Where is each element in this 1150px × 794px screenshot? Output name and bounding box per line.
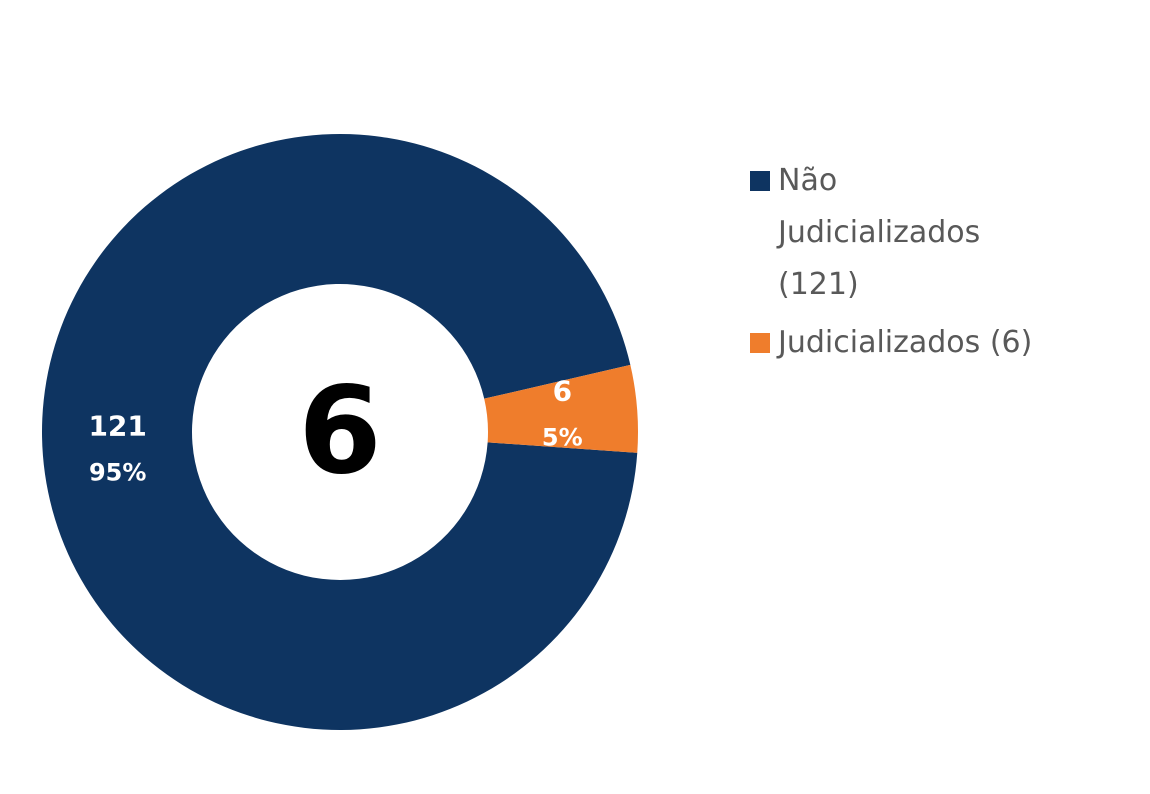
center-label: 6 [298, 363, 382, 502]
value-label: 6 [553, 374, 572, 407]
legend-swatch [750, 171, 770, 191]
donut-slice [484, 364, 638, 453]
legend-item: Judicializados (6) [750, 317, 1050, 369]
percent-label: 5% [542, 423, 583, 451]
percent-label: 95% [89, 459, 146, 487]
value-label: 121 [88, 410, 146, 443]
legend-text: Judicializados (6) [778, 325, 1033, 360]
legend-text: Não Judicializados (121) [778, 163, 981, 302]
legend-swatch [750, 333, 770, 353]
legend: Não Judicializados (121) Judicializados (… [750, 155, 1050, 375]
legend-item: Não Judicializados (121) [750, 155, 1050, 311]
donut-slice [41, 134, 638, 731]
